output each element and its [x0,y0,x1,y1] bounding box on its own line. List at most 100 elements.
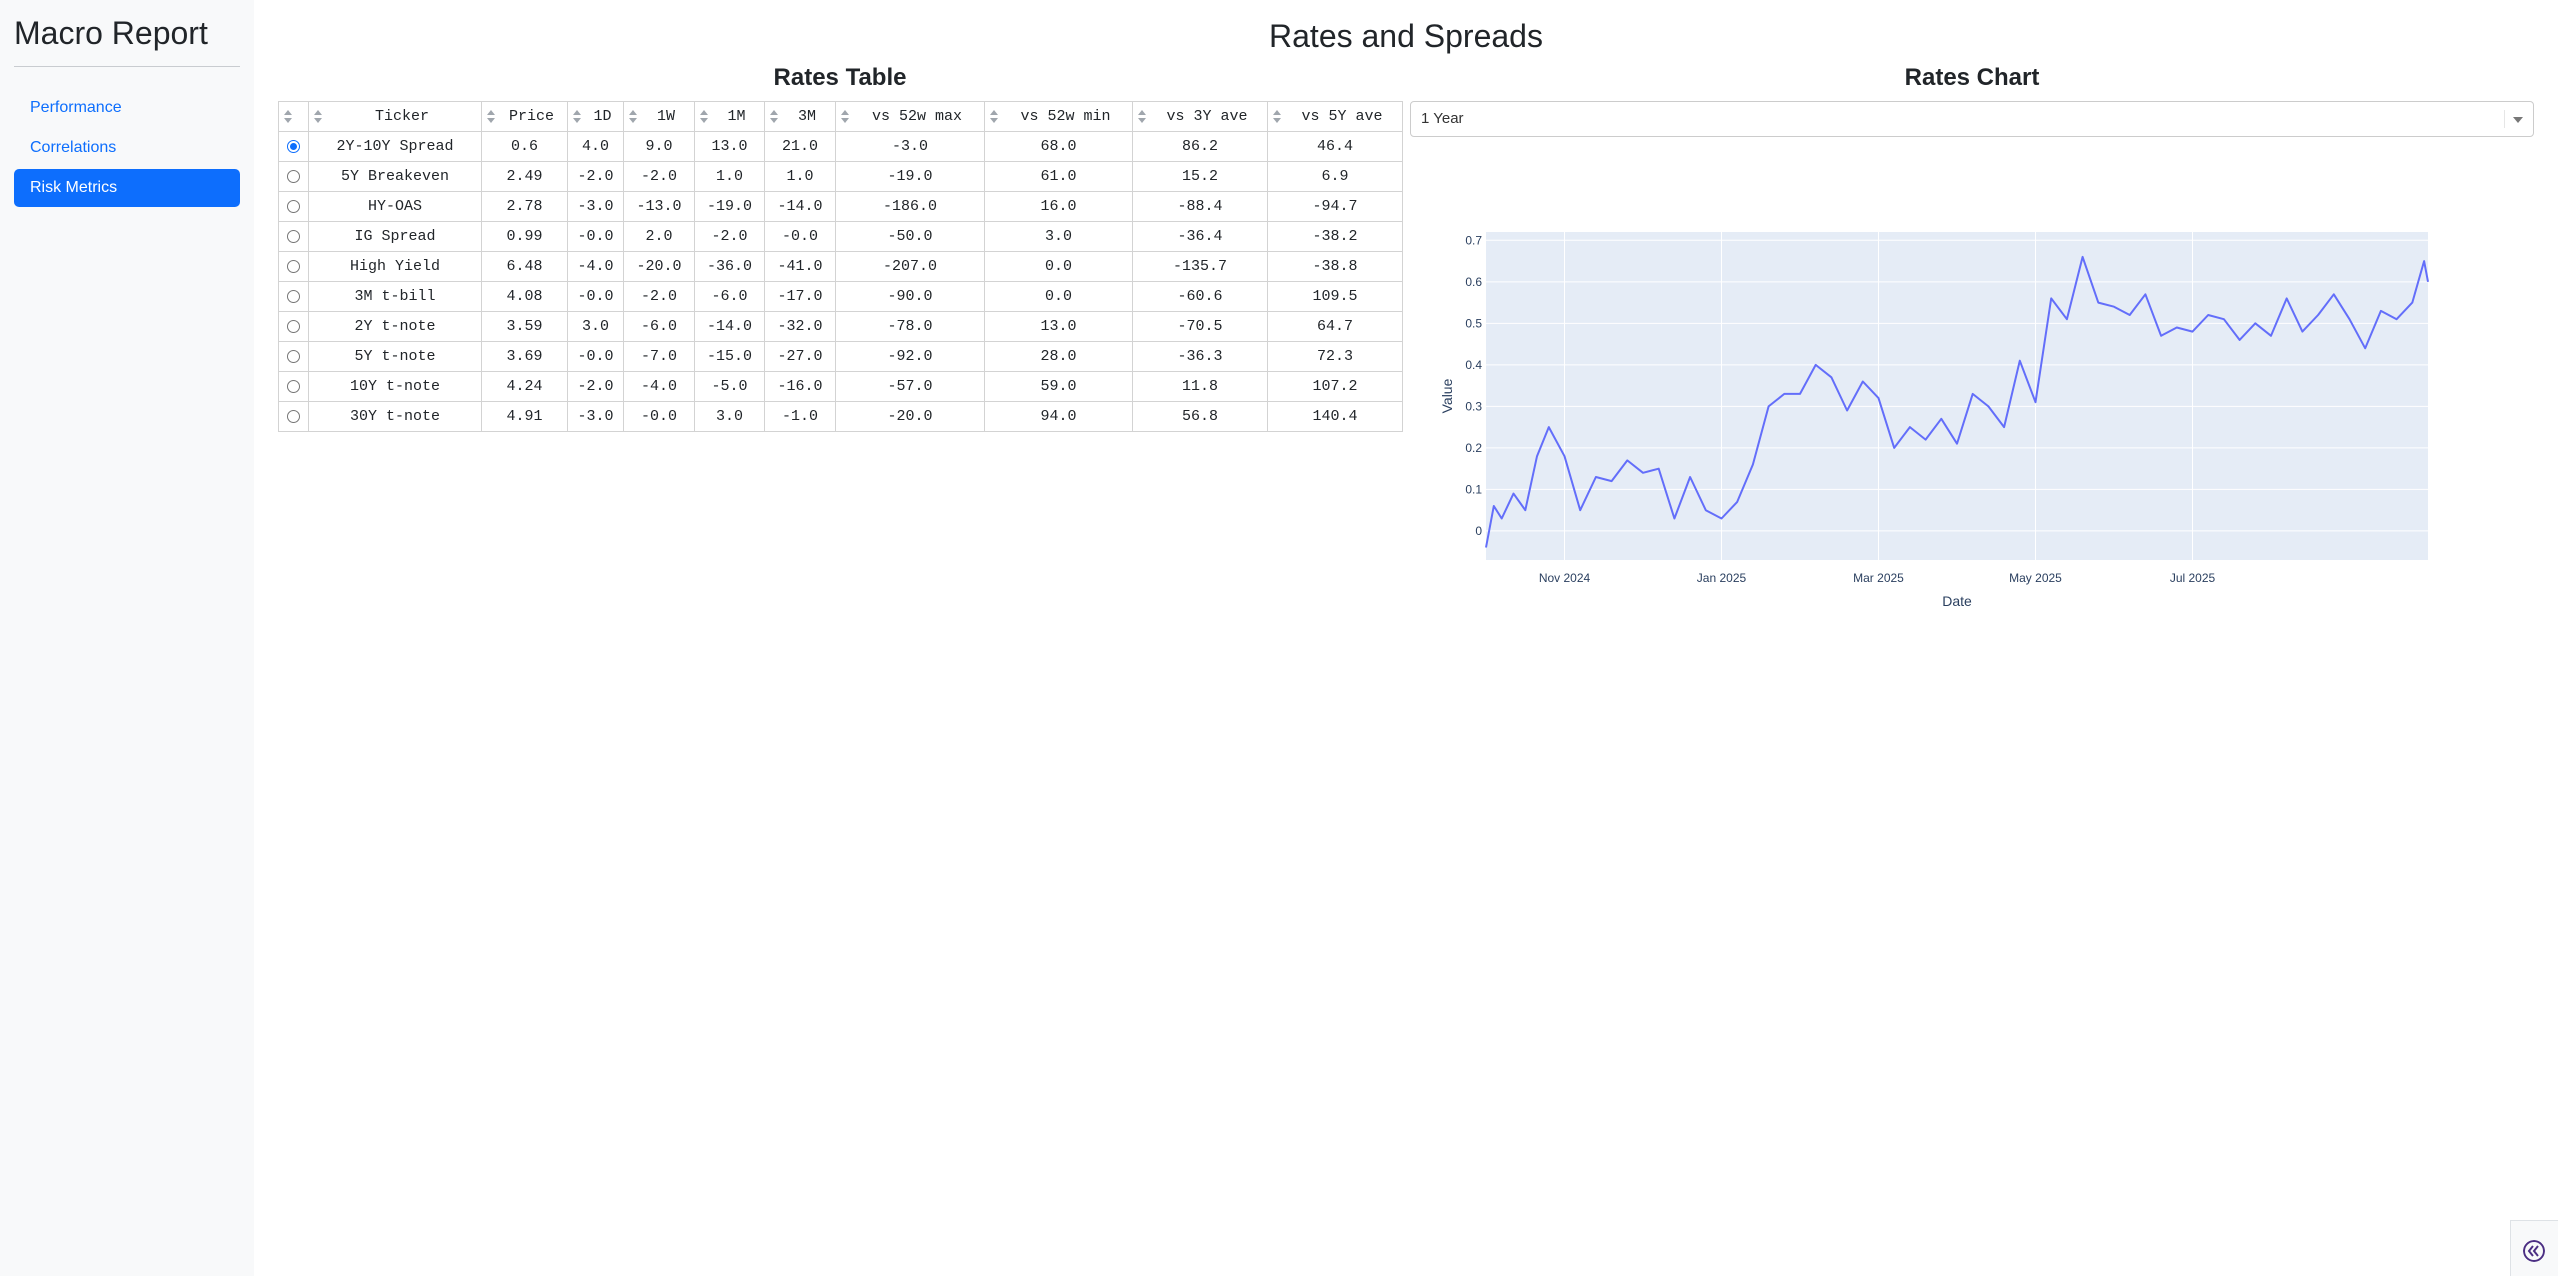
table-cell: -19.0 [694,191,765,222]
table-cell: -36.0 [694,251,765,282]
table-row[interactable]: 10Y t-note 4.24 -2.0 -4.0 -5.0 -16.0 -57.0 59.0… [278,371,1403,402]
table-cell: 5Y t-note [308,341,482,372]
row-radio[interactable] [287,319,300,333]
table-row[interactable]: IG Spread 0.99 -0.0 2.0 -2.0 -0.0 -50.0 3.0 -36.… [278,221,1403,252]
sort-arrows-icon[interactable] [1273,110,1281,124]
table-cell: -70.5 [1132,311,1268,342]
sort-arrows-icon[interactable] [841,110,849,124]
series-line[interactable] [1485,255,2429,548]
table-row[interactable]: 30Y t-note 4.91 -3.0 -0.0 3.0 -1.0 -20.0 94.0 56… [278,401,1403,432]
row-select-cell [278,251,309,282]
row-radio[interactable] [287,289,300,303]
table-cell: -13.0 [623,191,695,222]
table-cell: 109.5 [1267,281,1403,312]
sort-arrows-icon[interactable] [700,110,708,124]
table-row[interactable]: High Yield 6.48 -4.0 -20.0 -36.0 -41.0 -207.0 0… [278,251,1403,282]
row-radio[interactable] [287,139,300,153]
table-cell: -14.0 [694,311,765,342]
table-row[interactable]: 2Y t-note 3.59 3.0 -6.0 -14.0 -32.0 -78.0 13.0-… [278,311,1403,342]
table-cell: 28.0 [984,341,1133,372]
row-radio[interactable] [287,199,300,213]
nav-item-risk-metrics[interactable]: Risk Metrics [14,169,240,208]
table-cell: 9.0 [623,131,695,162]
sort-arrows-icon[interactable] [1138,110,1146,124]
sort-arrows-icon[interactable] [770,110,778,124]
table-cell: 1.0 [764,161,836,192]
table-cell: -5.0 [694,371,765,402]
header-3m[interactable]: 3M [764,101,836,132]
nav-item-performance[interactable]: Performance [30,99,122,117]
header-vs-52w-max[interactable]: vs 52w max [835,101,985,132]
row-radio[interactable] [287,169,300,183]
table-cell: -38.8 [1267,251,1403,282]
table-cell: IG Spread [308,221,482,252]
table-row[interactable]: 5Y t-note 3.69 -0.0 -7.0 -15.0 -27.0 -92.0 28.0… [278,341,1403,372]
plot-area[interactable] [1486,232,2428,560]
x-tick-label: Mar 2025 [1853,571,1904,585]
table-cell: 140.4 [1267,401,1403,432]
rates-chart: 0 0.1 0.2 0.3 0.4 0.5 0.6 0.7 Nov 2024 Jan 2025 Ma… [1410,220,2534,630]
y-tick-label: 0.7 [1465,233,1482,247]
x-tick-label: Nov 2024 [1539,571,1591,585]
table-cell: -27.0 [764,341,836,372]
sort-arrows-icon[interactable] [487,110,495,124]
header-1d[interactable]: 1D [567,101,624,132]
header-vs-5y-ave[interactable]: vs 5Y ave [1267,101,1403,132]
header-price[interactable]: Price [481,101,568,132]
sort-arrows-icon[interactable] [990,110,998,124]
table-cell: -0.0 [567,221,624,252]
table-body: 2Y-10Y Spread 0.6 4.0 9.0 13.0 21.0 -3.0 68.0 86… [278,131,1403,432]
table-cell: -207.0 [835,251,985,282]
table-cell: 6.48 [481,251,568,282]
table-cell: 3.0 [694,401,765,432]
table-cell: 11.8 [1132,371,1268,402]
row-select-cell [278,281,309,312]
table-cell: -3.0 [567,401,624,432]
chart-title: Rates Chart [1904,64,2040,91]
sort-arrows-icon[interactable] [284,110,292,124]
table-cell: 16.0 [984,191,1133,222]
table-cell: 0.0 [984,281,1133,312]
table-cell: 3M t-bill [308,281,482,312]
table-cell: 86.2 [1132,131,1268,162]
header-vs-3y-ave[interactable]: vs 3Y ave [1132,101,1268,132]
header-vs-52w-min[interactable]: vs 52w min [984,101,1133,132]
table-row[interactable]: HY-OAS 2.78 -3.0 -13.0 -19.0 -14.0 -186.0 16.0-… [278,191,1403,222]
sort-arrows-icon[interactable] [573,110,581,124]
table-cell: -2.0 [694,221,765,252]
row-radio[interactable] [287,409,300,423]
table-cell: -57.0 [835,371,985,402]
row-radio[interactable] [287,259,300,273]
table-cell: -94.7 [1267,191,1403,222]
table-row[interactable]: 2Y-10Y Spread 0.6 4.0 9.0 13.0 21.0 -3.0 68.0 86… [278,131,1403,162]
table-cell: -2.0 [623,281,695,312]
header-label: 1M [727,108,746,125]
table-cell: High Yield [308,251,482,282]
sidebar-toggle-button[interactable] [2510,1220,2558,1276]
table-cell: 0.99 [481,221,568,252]
nav-item-correlations[interactable]: Correlations [30,139,117,157]
table-title: Rates Table [773,64,907,91]
header-ticker[interactable]: Ticker [308,101,482,132]
table-row[interactable]: 5Y Breakeven 2.49 -2.0 -2.0 1.0 1.0 -19.0 61.0 1… [278,161,1403,192]
y-tick-label: 0.6 [1465,275,1482,289]
row-radio[interactable] [287,379,300,393]
table-cell: -36.4 [1132,221,1268,252]
row-radio[interactable] [287,349,300,363]
y-tick-label: 0 [1475,524,1482,538]
sort-arrows-icon[interactable] [314,110,322,124]
table-cell: -0.0 [567,341,624,372]
chevron-down-icon[interactable] [2513,117,2523,123]
header-label: vs 52w min [1020,108,1111,125]
row-radio[interactable] [287,229,300,243]
period-dropdown[interactable]: 1 Year [1410,101,2534,137]
table-cell: -6.0 [694,281,765,312]
table-row[interactable]: 3M t-bill 4.08 -0.0 -2.0 -6.0 -17.0 -90.0 0.0 -6… [278,281,1403,312]
table-cell: 3.69 [481,341,568,372]
row-select-cell [278,371,309,402]
header-1w[interactable]: 1W [623,101,695,132]
header-1m[interactable]: 1M [694,101,765,132]
sort-arrows-icon[interactable] [629,110,637,124]
dropdown-value: 1 Year [1421,110,1464,127]
main-content: Rates and Spreads Rates Table Rates Char… [254,0,2558,1276]
